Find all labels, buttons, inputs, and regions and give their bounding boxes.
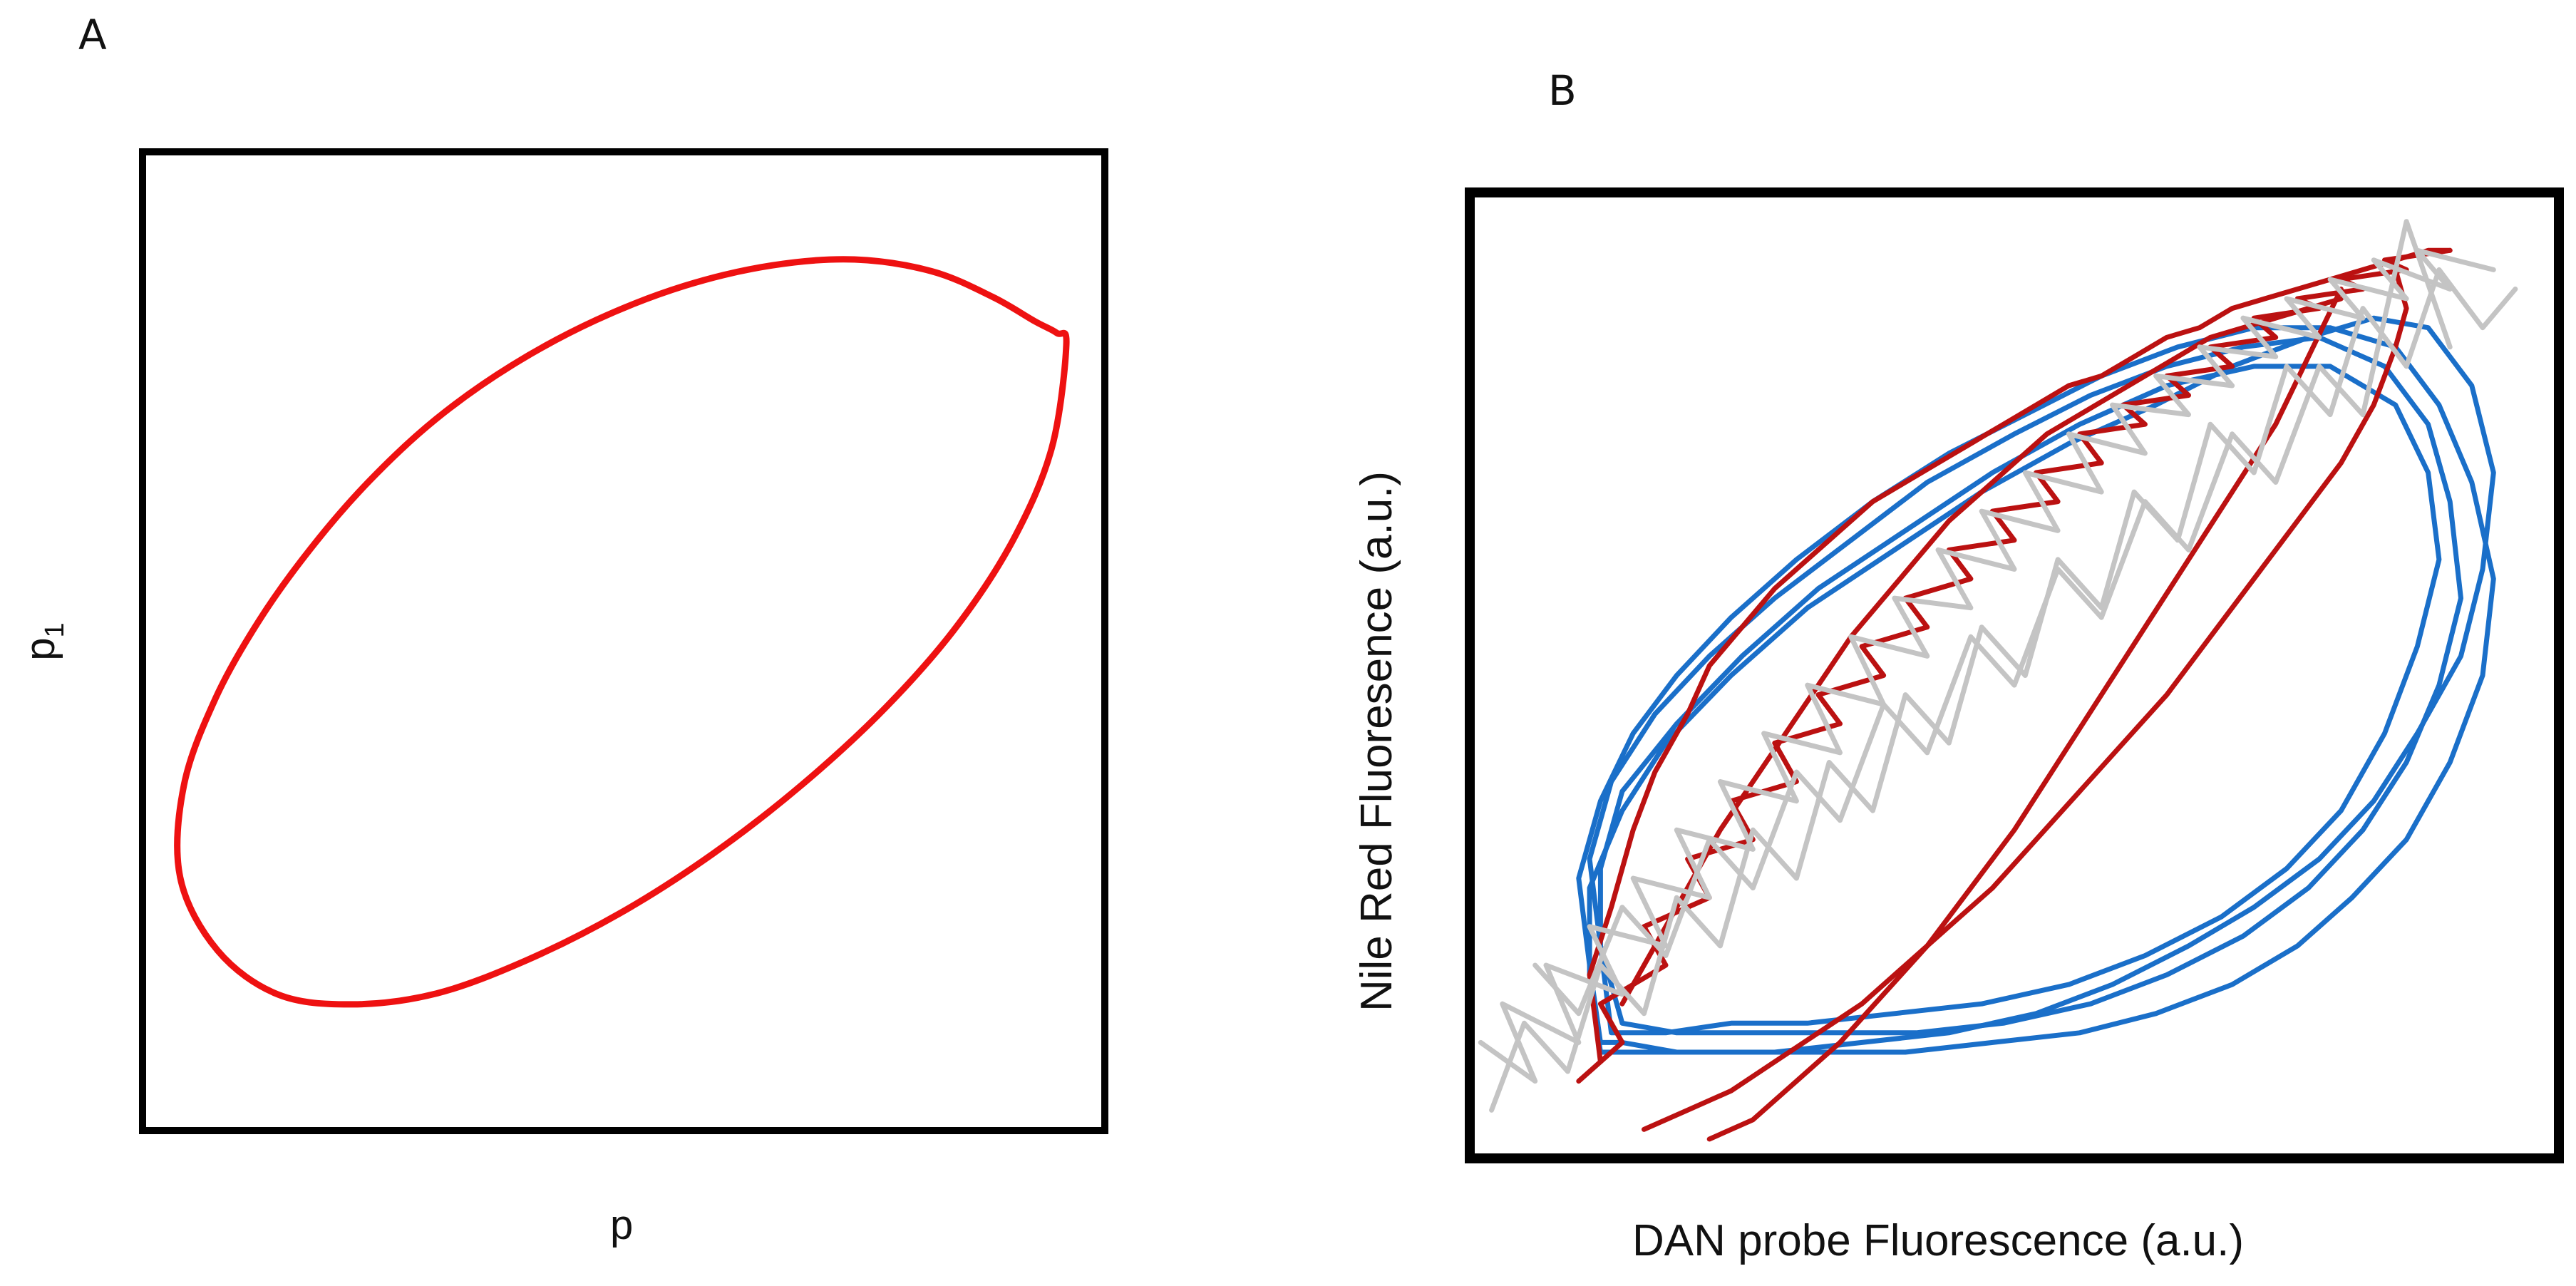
panel-b-series-line-11 — [1489, 267, 2518, 1113]
panel-b-series-line-3 — [1597, 364, 2442, 1036]
panel-b-label: B — [1548, 66, 1577, 115]
panel-b-x-axis-label: DAN probe Fluorescence (a.u.) — [1632, 1216, 2245, 1265]
panel-b-frame — [1465, 187, 2564, 1163]
panel-a-frame — [139, 148, 1108, 1134]
panel-a-series-line-1 — [174, 256, 1070, 1008]
panel-b-series-line-4 — [1587, 315, 2496, 1055]
panel-b-series-line-10 — [1478, 247, 2496, 1084]
panel-b-series-line-12 — [1532, 219, 2453, 1017]
panel-a-x-axis-label: p — [610, 1202, 634, 1248]
panel-b-series-line-1 — [1576, 325, 2496, 1055]
panel-b-series-line-7 — [1642, 267, 2409, 1132]
panel-a-plot — [139, 148, 1108, 1134]
panel-b-series-line-9 — [1619, 296, 2344, 1007]
panel-b-plot — [1465, 187, 2564, 1163]
panel-a-label: A — [78, 11, 107, 59]
panel-b-series-line-6 — [1587, 247, 2453, 1064]
